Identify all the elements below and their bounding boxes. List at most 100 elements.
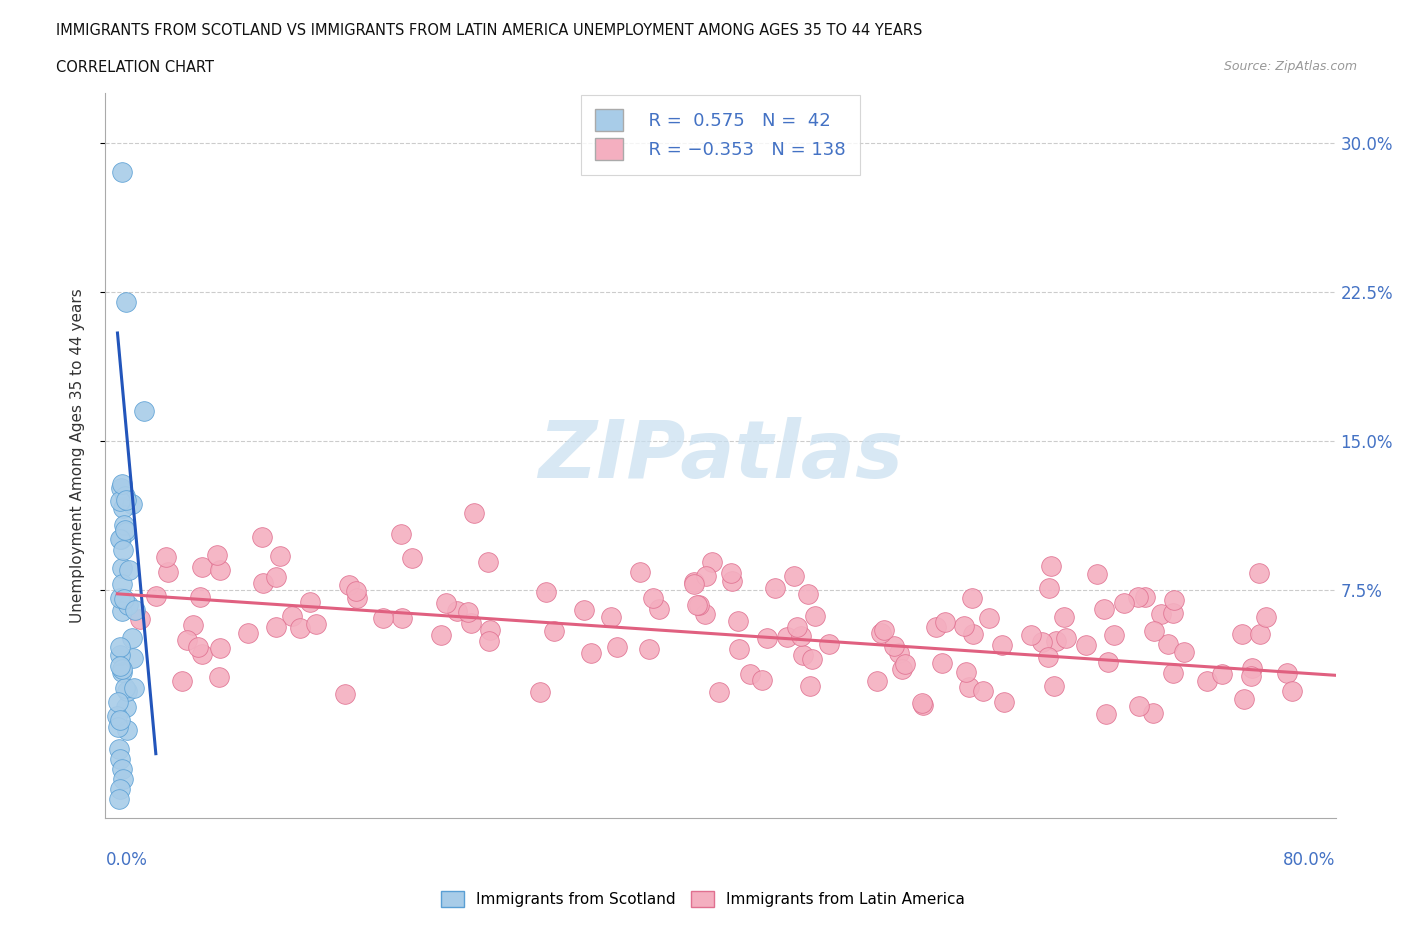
Point (792, 648, 814, 663)
Point (1230, 627, 1253, 642)
Point (797, 586, 820, 601)
Point (1249, 626, 1271, 641)
Text: 80.0%: 80.0% (1284, 851, 1336, 869)
Point (121, 631, 143, 646)
Point (1240, 660, 1263, 675)
Point (1163, 593, 1185, 608)
Text: Source: ZipAtlas.com: Source: ZipAtlas.com (1223, 60, 1357, 73)
Point (391, 611, 413, 626)
Point (1133, 590, 1156, 604)
Point (124, 680, 146, 695)
Point (1054, 631, 1077, 645)
Point (112, 543, 135, 558)
Text: CORRELATION CHART: CORRELATION CHART (56, 60, 214, 75)
Point (534, 585, 557, 600)
Point (145, 589, 167, 604)
Point (108, 493, 131, 508)
Point (401, 551, 423, 565)
Point (727, 642, 749, 657)
Point (1021, 628, 1043, 643)
Point (883, 638, 905, 653)
Point (191, 559, 214, 574)
Point (1036, 649, 1059, 664)
Point (1240, 669, 1263, 684)
Point (991, 637, 1014, 652)
Point (727, 614, 749, 629)
Point (818, 637, 841, 652)
Point (1157, 636, 1180, 651)
Legend: Immigrants from Scotland, Immigrants from Latin America: Immigrants from Scotland, Immigrants fro… (434, 884, 972, 913)
Point (648, 602, 671, 617)
Point (269, 549, 291, 564)
Point (112, 591, 135, 606)
Point (953, 618, 976, 633)
Point (114, 681, 136, 696)
Point (107, 709, 129, 724)
Point (346, 591, 368, 605)
Point (1085, 566, 1108, 581)
Point (108, 647, 131, 662)
Point (107, 720, 129, 735)
Point (873, 622, 896, 637)
Point (111, 762, 134, 777)
Point (460, 616, 482, 631)
Point (187, 640, 209, 655)
Point (281, 608, 304, 623)
Point (290, 621, 312, 636)
Point (1142, 706, 1164, 721)
Point (115, 723, 138, 737)
Point (572, 603, 595, 618)
Point (446, 604, 468, 618)
Point (389, 527, 412, 542)
Point (1031, 635, 1053, 650)
Point (191, 647, 214, 662)
Point (600, 609, 623, 624)
Point (925, 619, 948, 634)
Text: IMMIGRANTS FROM SCOTLAND VS IMMIGRANTS FROM LATIN AMERICA UNEMPLOYMENT AMONG AGE: IMMIGRANTS FROM SCOTLAND VS IMMIGRANTS F… (56, 23, 922, 38)
Point (478, 633, 501, 648)
Point (934, 615, 956, 630)
Point (776, 630, 799, 644)
Point (891, 661, 914, 676)
Point (111, 165, 134, 179)
Point (869, 625, 891, 640)
Point (112, 771, 135, 786)
Point (115, 684, 138, 698)
Point (993, 695, 1015, 710)
Point (132, 404, 155, 418)
Point (305, 616, 328, 631)
Point (108, 791, 131, 806)
Point (1211, 666, 1233, 681)
Point (1163, 666, 1185, 681)
Point (333, 686, 356, 701)
Point (108, 532, 131, 547)
Point (529, 684, 551, 699)
Point (1150, 606, 1173, 621)
Point (972, 684, 994, 698)
Point (1128, 590, 1150, 604)
Point (1256, 610, 1278, 625)
Point (209, 562, 232, 577)
Point (108, 741, 131, 756)
Point (115, 493, 138, 508)
Point (112, 517, 135, 532)
Point (108, 712, 131, 727)
Point (1053, 610, 1076, 625)
Point (977, 611, 1000, 626)
Point (463, 505, 485, 520)
Point (887, 646, 910, 661)
Point (628, 565, 651, 579)
Point (205, 548, 228, 563)
Point (172, 673, 194, 688)
Point (543, 623, 565, 638)
Point (783, 569, 806, 584)
Point (110, 476, 132, 491)
Point (111, 577, 134, 591)
Point (118, 563, 141, 578)
Point (264, 569, 287, 584)
Point (1114, 595, 1136, 610)
Point (157, 565, 180, 579)
Point (1045, 633, 1067, 648)
Point (208, 640, 231, 655)
Point (110, 591, 132, 605)
